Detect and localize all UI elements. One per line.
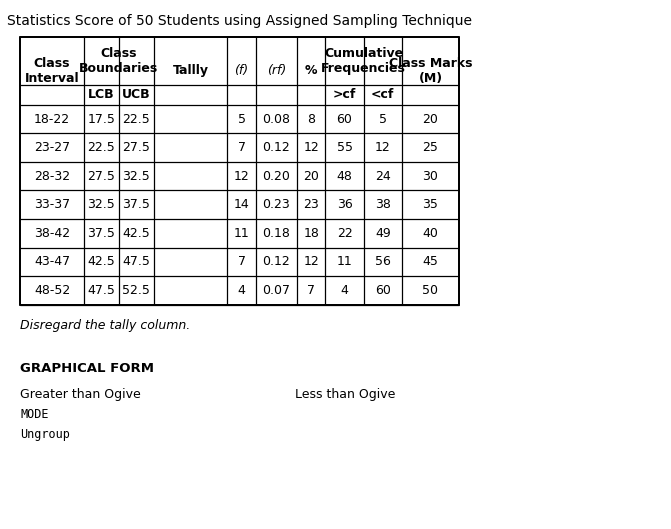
Text: 24: 24	[375, 170, 391, 183]
Text: 38-42: 38-42	[34, 227, 70, 240]
Text: 12: 12	[303, 141, 319, 154]
Text: 5: 5	[238, 113, 246, 125]
Text: LCB: LCB	[88, 88, 115, 101]
Text: 18-22: 18-22	[34, 113, 70, 125]
Text: >cf: >cf	[333, 88, 356, 101]
Text: 47.5: 47.5	[87, 284, 115, 297]
Text: 23-27: 23-27	[34, 141, 70, 154]
Text: 0.12: 0.12	[262, 256, 291, 268]
Text: 14: 14	[234, 198, 250, 211]
Text: Statistics Score of 50 Students using Assigned Sampling Technique: Statistics Score of 50 Students using As…	[7, 14, 472, 28]
Text: 36: 36	[337, 198, 352, 211]
Text: Less than Ogive: Less than Ogive	[295, 388, 396, 401]
Text: 47.5: 47.5	[122, 256, 150, 268]
Text: 4: 4	[238, 284, 246, 297]
Text: 22.5: 22.5	[87, 141, 115, 154]
Text: Disregard the tally column.: Disregard the tally column.	[20, 320, 191, 332]
Text: 33-37: 33-37	[34, 198, 70, 211]
Text: 48-52: 48-52	[34, 284, 70, 297]
Text: 49: 49	[375, 227, 391, 240]
Text: Greater than Ogive: Greater than Ogive	[20, 388, 141, 401]
Text: 7: 7	[238, 141, 246, 154]
Text: %: %	[305, 65, 317, 77]
Text: 8: 8	[307, 113, 315, 125]
Text: <cf: <cf	[371, 88, 395, 101]
Text: 7: 7	[238, 256, 246, 268]
Text: Class
Boundaries: Class Boundaries	[79, 47, 158, 75]
Text: 30: 30	[423, 170, 438, 183]
Text: (f): (f)	[234, 65, 249, 77]
Text: 11: 11	[337, 256, 352, 268]
Text: 32.5: 32.5	[122, 170, 150, 183]
Text: Cumulative
Frequencies: Cumulative Frequencies	[321, 47, 406, 75]
Text: 56: 56	[375, 256, 391, 268]
Text: (rf): (rf)	[267, 65, 286, 77]
Text: 0.20: 0.20	[262, 170, 291, 183]
Text: 25: 25	[423, 141, 438, 154]
Text: 40: 40	[423, 227, 438, 240]
Text: MODE: MODE	[20, 408, 48, 421]
Text: 35: 35	[423, 198, 438, 211]
Text: 20: 20	[303, 170, 319, 183]
Text: 4: 4	[341, 284, 348, 297]
Text: GRAPHICAL FORM: GRAPHICAL FORM	[20, 362, 154, 375]
Text: 7: 7	[307, 284, 315, 297]
Text: 12: 12	[375, 141, 391, 154]
Text: Ungroup: Ungroup	[20, 428, 70, 441]
Text: 0.08: 0.08	[262, 113, 291, 125]
Text: 48: 48	[337, 170, 352, 183]
Text: 17.5: 17.5	[87, 113, 115, 125]
Text: 55: 55	[337, 141, 352, 154]
Text: 43-47: 43-47	[34, 256, 70, 268]
Text: 60: 60	[375, 284, 391, 297]
Text: 27.5: 27.5	[87, 170, 115, 183]
Text: Class
Interval: Class Interval	[25, 57, 79, 85]
Text: 37.5: 37.5	[87, 227, 115, 240]
Text: 12: 12	[234, 170, 250, 183]
Text: 37.5: 37.5	[122, 198, 150, 211]
Text: Class Marks
(M): Class Marks (M)	[389, 57, 472, 85]
Text: 42.5: 42.5	[122, 227, 150, 240]
Text: 38: 38	[375, 198, 391, 211]
Text: 52.5: 52.5	[122, 284, 150, 297]
Text: 5: 5	[379, 113, 386, 125]
Text: 23: 23	[303, 198, 319, 211]
Text: 42.5: 42.5	[87, 256, 115, 268]
Text: UCB: UCB	[122, 88, 150, 101]
Text: 45: 45	[423, 256, 438, 268]
Text: 11: 11	[234, 227, 250, 240]
Text: 22: 22	[337, 227, 352, 240]
Text: 0.18: 0.18	[262, 227, 291, 240]
Text: 60: 60	[337, 113, 352, 125]
Text: 0.12: 0.12	[262, 141, 291, 154]
Text: 20: 20	[423, 113, 438, 125]
Text: 22.5: 22.5	[122, 113, 150, 125]
Text: 0.23: 0.23	[262, 198, 291, 211]
Text: 12: 12	[303, 256, 319, 268]
Text: 18: 18	[303, 227, 319, 240]
Text: 27.5: 27.5	[122, 141, 150, 154]
Text: 0.07: 0.07	[262, 284, 291, 297]
Text: Tallly: Tallly	[172, 65, 209, 77]
Text: 50: 50	[423, 284, 438, 297]
Text: 28-32: 28-32	[34, 170, 70, 183]
Text: 32.5: 32.5	[87, 198, 115, 211]
